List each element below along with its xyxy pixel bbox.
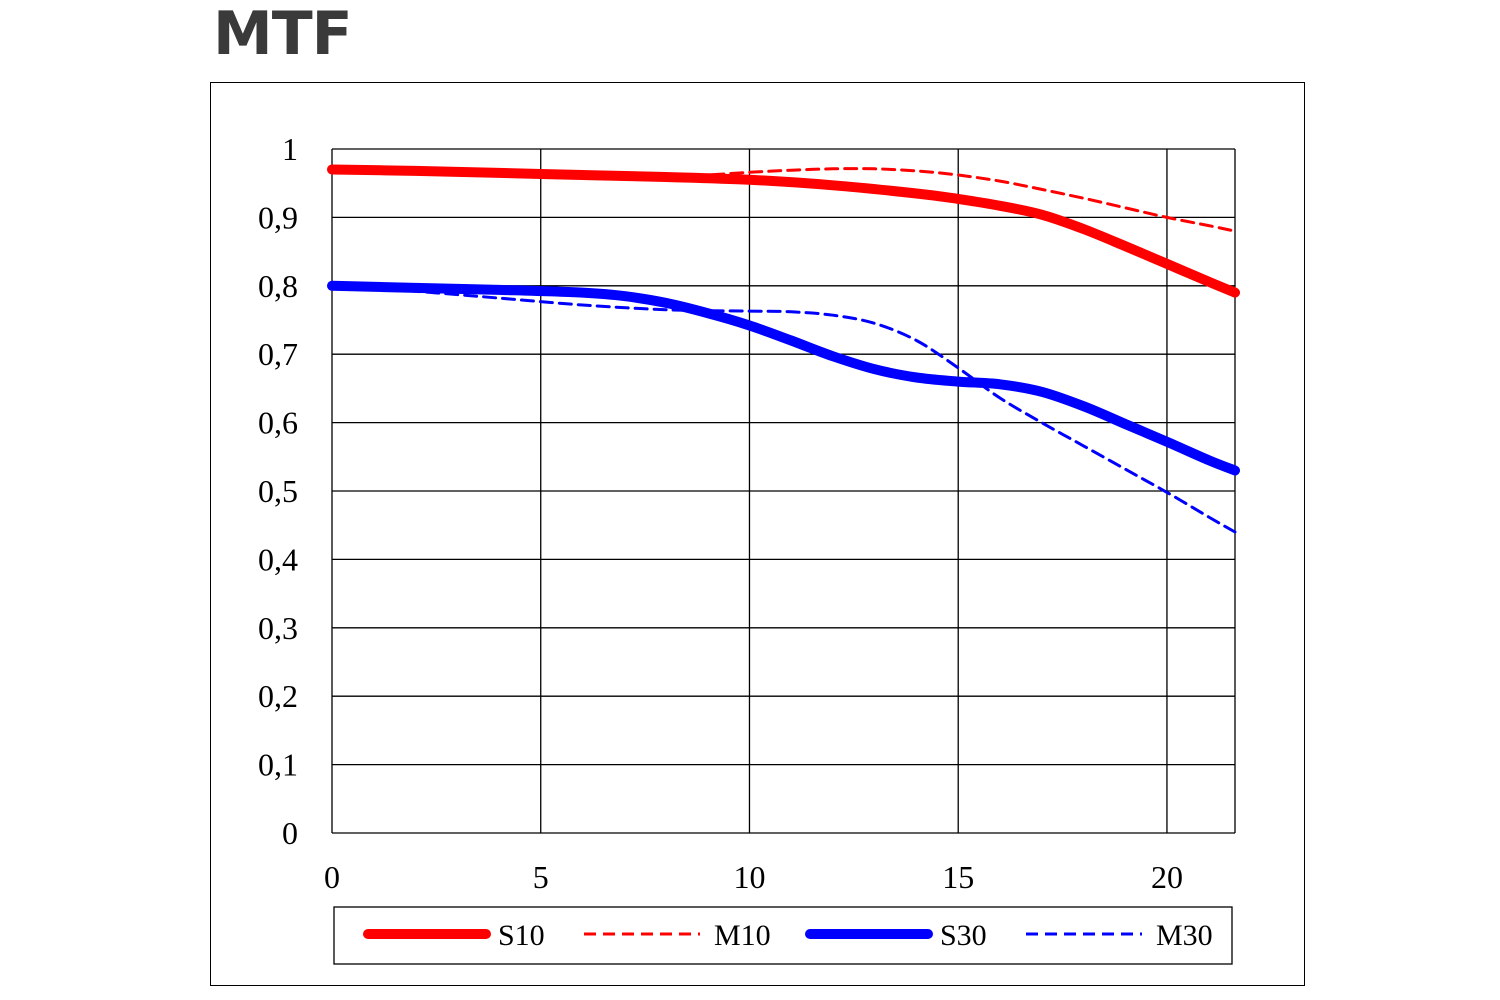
y-tick-label: 0,8 — [258, 268, 298, 304]
x-axis-ticks: 0 5 10 15 20 — [324, 859, 1183, 895]
y-tick-label: 0,3 — [258, 610, 298, 646]
y-tick-label: 1 — [282, 131, 298, 167]
y-tick-label: 0,5 — [258, 473, 298, 509]
y-axis-ticks: 0 0,1 0,2 0,3 0,4 0,5 0,6 0,7 0,8 0,9 1 — [258, 131, 298, 851]
series-lines — [327, 164, 1240, 534]
x-tick-label: 15 — [942, 859, 974, 895]
grid — [331, 148, 1236, 834]
x-tick-label: 5 — [533, 859, 549, 895]
chart-title: MTF — [213, 0, 353, 69]
y-tick-label: 0,1 — [258, 747, 298, 783]
y-tick-label: 0,6 — [258, 405, 298, 441]
y-tick-label: 0,4 — [258, 541, 298, 577]
legend-label-s30: S30 — [940, 919, 987, 952]
legend-label-m10: M10 — [714, 919, 771, 952]
x-tick-label: 20 — [1151, 859, 1183, 895]
series-line-s30 — [327, 280, 1240, 476]
chart-frame — [210, 82, 1305, 986]
series-line-s10 — [327, 164, 1240, 298]
y-tick-label: 0,9 — [258, 199, 298, 235]
legend-label-s10: S10 — [498, 919, 545, 952]
legend: S10 M10 S30 M30 — [333, 906, 1233, 965]
legend-label-m30: M30 — [1156, 919, 1213, 952]
series-line-m30 — [330, 284, 1237, 534]
x-tick-label: 0 — [324, 859, 340, 895]
y-tick-label: 0,2 — [258, 678, 298, 714]
y-tick-label: 0,7 — [258, 336, 298, 372]
y-tick-label: 0 — [282, 815, 298, 851]
x-tick-label: 10 — [733, 859, 765, 895]
